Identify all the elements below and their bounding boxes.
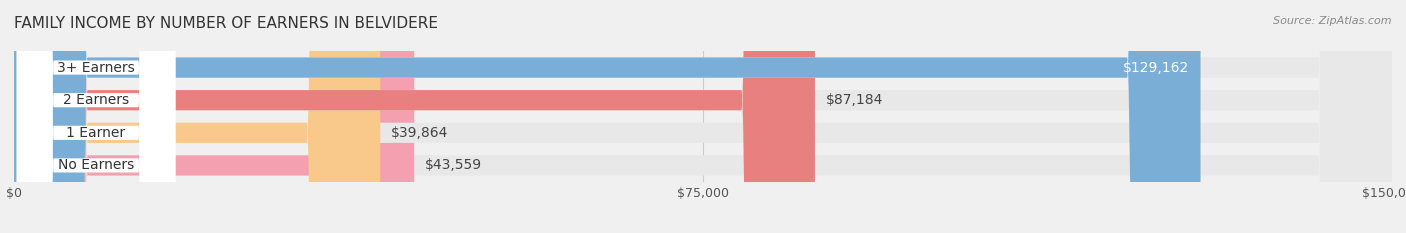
Text: 2 Earners: 2 Earners	[63, 93, 129, 107]
FancyBboxPatch shape	[14, 0, 380, 233]
FancyBboxPatch shape	[17, 0, 176, 233]
FancyBboxPatch shape	[14, 0, 1392, 233]
Text: 1 Earner: 1 Earner	[66, 126, 125, 140]
Text: FAMILY INCOME BY NUMBER OF EARNERS IN BELVIDERE: FAMILY INCOME BY NUMBER OF EARNERS IN BE…	[14, 16, 439, 31]
FancyBboxPatch shape	[14, 0, 1392, 233]
Text: No Earners: No Earners	[58, 158, 134, 172]
Text: $129,162: $129,162	[1123, 61, 1189, 75]
FancyBboxPatch shape	[14, 0, 1392, 233]
Text: $43,559: $43,559	[425, 158, 482, 172]
Text: 3+ Earners: 3+ Earners	[58, 61, 135, 75]
FancyBboxPatch shape	[14, 0, 1392, 233]
FancyBboxPatch shape	[14, 0, 815, 233]
FancyBboxPatch shape	[14, 0, 1201, 233]
Text: Source: ZipAtlas.com: Source: ZipAtlas.com	[1274, 16, 1392, 26]
Text: $39,864: $39,864	[391, 126, 449, 140]
FancyBboxPatch shape	[14, 0, 415, 233]
FancyBboxPatch shape	[17, 0, 176, 233]
FancyBboxPatch shape	[17, 0, 176, 233]
Text: $87,184: $87,184	[825, 93, 883, 107]
FancyBboxPatch shape	[17, 0, 176, 233]
